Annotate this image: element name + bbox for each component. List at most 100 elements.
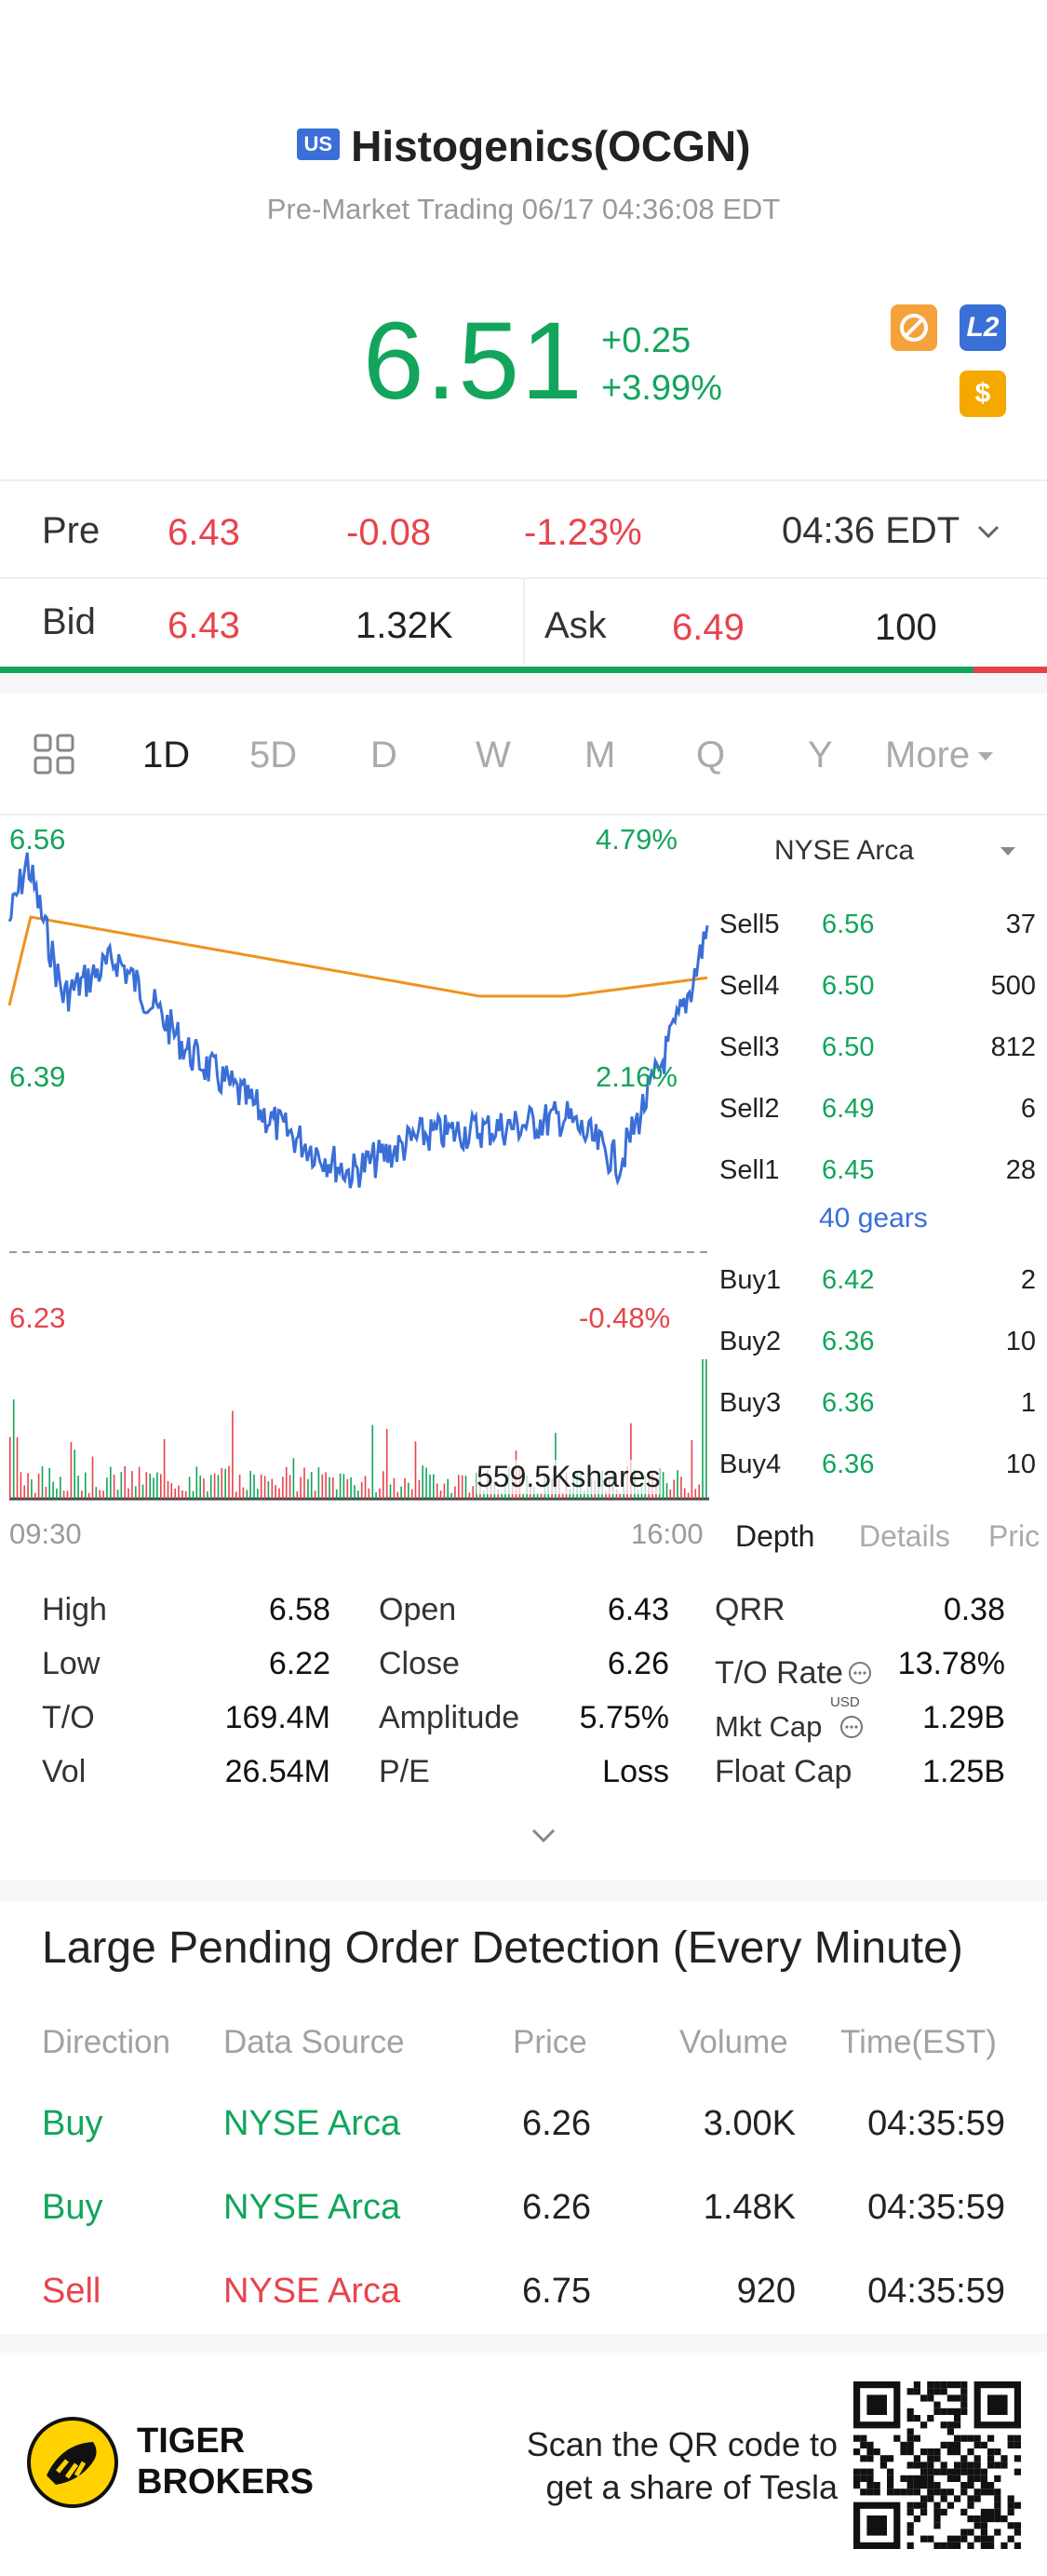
info-icon[interactable] <box>847 1660 873 1686</box>
volume-bar <box>468 1492 471 1499</box>
info-icon[interactable] <box>839 1714 865 1740</box>
expand-chevron-icon[interactable] <box>528 1825 559 1847</box>
no-short-icon[interactable] <box>891 304 937 351</box>
order-row: Buy1 6.42 2 <box>719 1249 1045 1311</box>
intraday-chart[interactable] <box>0 819 717 1545</box>
volume-bar <box>12 1399 15 1499</box>
volume-bar <box>425 1467 427 1499</box>
volume-bar <box>357 1490 359 1499</box>
tab-y[interactable]: Y <box>808 735 833 775</box>
volume-bar <box>433 1474 435 1499</box>
buy-orders: Buy1 6.42 2 Buy2 6.36 10 Buy3 6.36 1 Buy… <box>719 1249 1045 1495</box>
volume-bar <box>540 1492 543 1499</box>
volume-bar <box>396 1491 399 1499</box>
order-qty: 28 <box>1005 1154 1036 1185</box>
volume-bar <box>192 1490 195 1499</box>
volume-bar <box>70 1442 73 1499</box>
volume-bar <box>128 1488 129 1499</box>
volume-bar <box>167 1480 169 1499</box>
volume-bar <box>339 1473 342 1499</box>
row-time: 04:35:59 <box>867 2104 1005 2143</box>
stat-label: Open <box>379 1592 457 1627</box>
volume-bar <box>307 1478 309 1499</box>
order-row: Sell1 6.45 28 <box>719 1140 1045 1201</box>
volume-bar <box>329 1477 330 1499</box>
tab-depth[interactable]: Depth <box>735 1519 815 1553</box>
volume-bar <box>184 1490 187 1499</box>
volume-bar <box>120 1472 123 1499</box>
grid-icon[interactable] <box>33 733 75 780</box>
volume-bar <box>41 1466 44 1499</box>
tab-d[interactable]: D <box>370 735 397 775</box>
level2-icon[interactable]: L2 <box>960 304 1006 351</box>
volume-bar <box>300 1477 302 1499</box>
stat-label: T/O Rate <box>715 1654 843 1691</box>
volume-bar <box>379 1488 381 1499</box>
volume-bar <box>141 1484 144 1499</box>
tab-1d[interactable]: 1D <box>142 735 191 775</box>
volume-bar <box>694 1489 697 1499</box>
ask-price: 6.49 <box>672 607 745 648</box>
dollar-icon[interactable]: $ <box>960 371 1006 417</box>
volume-bar <box>472 1486 474 1499</box>
order-row: Sell2 6.49 6 <box>719 1078 1045 1140</box>
volume-bar <box>285 1466 288 1499</box>
caret-down-icon[interactable] <box>998 841 1018 861</box>
section-gap <box>0 1881 1047 1901</box>
volume-bar <box>174 1489 176 1499</box>
volume-bar <box>77 1476 79 1499</box>
order-row: Buy3 6.36 1 <box>719 1372 1045 1434</box>
volume-bar <box>536 1492 539 1499</box>
order-qty: 812 <box>990 1032 1036 1062</box>
volume-total-label: 559.5Kshares <box>477 1460 661 1494</box>
volume-bar <box>85 1472 87 1499</box>
chart-end-time: 16:00 <box>631 1517 704 1550</box>
large-orders-title: Large Pending Order Detection (Every Min… <box>42 1923 963 1973</box>
tab-5d[interactable]: 5D <box>249 735 298 775</box>
volume-bar <box>410 1489 413 1499</box>
volume-bar <box>145 1472 148 1499</box>
volume-bar <box>375 1492 377 1499</box>
table-row: Sell NYSE Arca 6.75 920 04:35:59 <box>0 2272 1047 2327</box>
volume-bar <box>224 1468 226 1499</box>
volume-bar <box>383 1471 384 1499</box>
tab-q[interactable]: Q <box>696 735 726 775</box>
order-price: 6.50 <box>822 1032 875 1062</box>
session-time-selector[interactable]: 04:36 EDT <box>782 510 1002 552</box>
header-source: Data Source <box>223 2024 405 2060</box>
order-price: 6.49 <box>822 1093 875 1124</box>
volume-bar <box>106 1477 108 1499</box>
volume-bar <box>203 1478 205 1499</box>
volume-bar <box>408 1482 409 1499</box>
brand-name: TIGER BROKERS <box>137 2421 314 2502</box>
row-source: NYSE Arca <box>223 2104 401 2143</box>
stat-value: 6.43 <box>607 1592 669 1627</box>
stat-label: P/E <box>379 1754 430 1789</box>
volume-bar <box>95 1487 98 1499</box>
volume-bar <box>439 1490 442 1499</box>
order-label: Buy1 <box>719 1264 782 1295</box>
volume-bar <box>110 1466 112 1499</box>
tab-details[interactable]: Details <box>859 1519 950 1553</box>
volume-bar <box>199 1476 201 1499</box>
tab-more[interactable]: More <box>885 735 996 776</box>
gears-link[interactable]: 40 gears <box>819 1203 928 1234</box>
tab-w[interactable]: W <box>476 735 511 775</box>
volume-bar <box>443 1483 446 1499</box>
ask-label: Ask <box>544 605 607 646</box>
volume-bar <box>662 1472 664 1499</box>
tab-price[interactable]: Pric <box>988 1519 1040 1553</box>
volume-bar <box>37 1474 40 1499</box>
volume-bar <box>170 1483 173 1499</box>
stat-value: 6.22 <box>268 1646 330 1681</box>
qr-text-line-1: Scan the QR code to <box>526 2425 838 2463</box>
tab-m[interactable]: M <box>584 735 616 775</box>
bid-price: 6.43 <box>168 605 240 646</box>
qr-code-icon[interactable] <box>853 2381 1021 2549</box>
volume-bar <box>20 1472 22 1499</box>
exchange-selector[interactable]: NYSE Arca <box>774 835 915 866</box>
volume-bar <box>454 1486 456 1499</box>
volume-bar <box>605 1490 607 1499</box>
volume-bar <box>385 1429 388 1499</box>
stats-col-2: Open 6.43 Close 6.26 Amplitude 5.75% P/E Los… <box>379 1592 669 1808</box>
